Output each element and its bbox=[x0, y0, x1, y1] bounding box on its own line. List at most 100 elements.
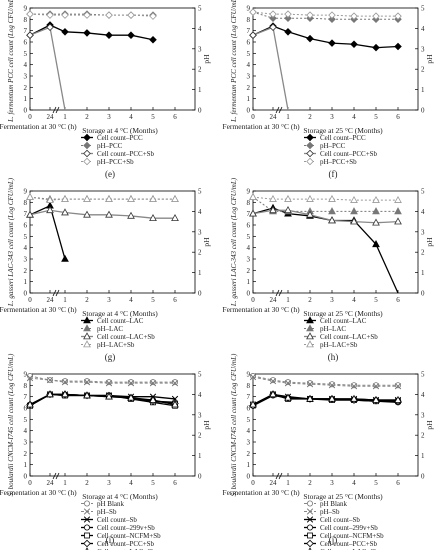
legend-label: pH–LAC bbox=[97, 325, 123, 333]
plot-frame bbox=[29, 373, 196, 477]
data-point bbox=[149, 213, 157, 221]
axis-break-mark bbox=[52, 289, 60, 297]
data-point bbox=[350, 394, 358, 402]
y-tick-label: 0 bbox=[247, 107, 251, 115]
data-point bbox=[171, 379, 178, 386]
y2-tick-label: 2 bbox=[198, 66, 202, 74]
y-tick-label: 7 bbox=[247, 27, 251, 35]
data-point bbox=[269, 206, 277, 214]
x-axis-label-fermentation: Fermentation at 30 °C (h) bbox=[222, 122, 300, 131]
data-point bbox=[350, 217, 358, 225]
x-tick-label: 24 bbox=[270, 479, 278, 487]
y-tick-label: 6 bbox=[247, 405, 251, 413]
y2-tick-label: 4 bbox=[198, 208, 202, 216]
legend-label: Cell count–Sb bbox=[320, 516, 360, 524]
legend-label: Cell count–PCC+Sb bbox=[320, 540, 378, 548]
chart-panel: 0 1 2 3 4 5 6 7 8 9 0 1 2 3 4 5 0 24 1 2 3 4 5 6 Fermentation at… bbox=[222, 0, 434, 179]
y2-axis-label: pH bbox=[202, 420, 211, 430]
y2-tick-label: 0 bbox=[421, 473, 425, 481]
legend-label: pH–PCC+Sb bbox=[320, 158, 357, 166]
legend-swatch-marker bbox=[83, 332, 91, 340]
legend-swatch-marker bbox=[306, 141, 314, 150]
legend-swatch-marker bbox=[83, 324, 91, 332]
data-point bbox=[171, 213, 179, 221]
data-point bbox=[61, 254, 69, 262]
series-line bbox=[29, 377, 175, 384]
data-point bbox=[249, 31, 257, 39]
data-point bbox=[306, 394, 314, 402]
data-point bbox=[83, 194, 91, 202]
x-tick-label: 3 bbox=[107, 479, 111, 487]
legend-swatch-marker bbox=[306, 332, 314, 340]
data-point bbox=[350, 40, 358, 49]
data-point bbox=[328, 194, 336, 202]
x-tick-label: 1 bbox=[286, 296, 290, 304]
data-point bbox=[249, 373, 257, 381]
x-tick-label: 0 bbox=[251, 296, 255, 304]
x-axis-label-fermentation: Fermentation at 30 °C (h) bbox=[222, 488, 300, 497]
y2-tick-label: 3 bbox=[198, 228, 202, 236]
legend-label: pH–Sb bbox=[320, 508, 340, 516]
legend-label: pH Blank bbox=[97, 500, 125, 508]
data-point bbox=[284, 206, 292, 214]
x-tick-label: 0 bbox=[28, 296, 32, 304]
y-axis-label: S. boulardii CNCM-I745 cell count (Log C… bbox=[230, 353, 238, 496]
y-tick-label: 8 bbox=[24, 16, 28, 24]
y-tick-label: 2 bbox=[247, 450, 251, 458]
series-line bbox=[252, 209, 399, 224]
x-tick-label: 5 bbox=[151, 479, 155, 487]
x-tick-label: 5 bbox=[151, 113, 155, 121]
legend-label: Cell count–LAC+Sb bbox=[320, 333, 378, 341]
data-point bbox=[269, 10, 277, 18]
data-point bbox=[46, 11, 54, 19]
data-point bbox=[306, 210, 314, 218]
data-point bbox=[149, 12, 157, 20]
panel-label: (g) bbox=[105, 352, 116, 362]
series-line bbox=[29, 26, 66, 111]
data-point bbox=[105, 392, 113, 400]
data-point bbox=[83, 391, 91, 399]
data-point bbox=[372, 207, 380, 215]
y2-tick-label: 2 bbox=[421, 432, 425, 440]
x-tick-label: 3 bbox=[330, 479, 334, 487]
data-point bbox=[249, 192, 257, 200]
y-tick-label: 3 bbox=[247, 73, 251, 81]
y-axis-label: L. gasseri LAC-343 cell count (Log CFU/m… bbox=[230, 177, 238, 307]
legend-swatch-marker bbox=[306, 133, 314, 142]
y-tick-label: 8 bbox=[24, 382, 28, 390]
y-tick-label: 0 bbox=[24, 290, 28, 298]
x-tick-label: 24 bbox=[47, 296, 55, 304]
data-point bbox=[394, 383, 402, 390]
data-point bbox=[269, 14, 277, 22]
y-tick-label: 2 bbox=[247, 267, 251, 275]
y2-tick-label: 1 bbox=[198, 452, 202, 460]
data-point bbox=[127, 379, 134, 386]
y-tick-label: 7 bbox=[24, 210, 28, 218]
x-tick-label: 2 bbox=[85, 296, 89, 304]
legend-swatch-marker bbox=[83, 157, 91, 166]
data-point bbox=[394, 195, 402, 203]
legend-swatch-marker bbox=[83, 340, 91, 348]
data-point bbox=[284, 194, 292, 202]
legend-label: Cell count–LAC bbox=[320, 317, 367, 325]
x-tick-label: 1 bbox=[286, 479, 290, 487]
data-point bbox=[284, 14, 292, 22]
y2-tick-label: 4 bbox=[198, 391, 202, 399]
y2-tick-label: 1 bbox=[421, 452, 425, 460]
legend-label: Cell count–LAC+Sb bbox=[97, 333, 155, 341]
y-tick-label: 3 bbox=[247, 439, 251, 447]
y-tick-label: 9 bbox=[247, 188, 251, 196]
y2-axis-label: pH bbox=[202, 237, 211, 247]
x-tick-label: 1 bbox=[286, 113, 290, 121]
y2-tick-label: 1 bbox=[421, 269, 425, 277]
data-point bbox=[394, 207, 402, 215]
x-axis-label-storage: Storage at 4 °C (Months) bbox=[82, 492, 158, 501]
y-tick-label: 4 bbox=[247, 427, 251, 435]
data-point bbox=[127, 380, 135, 387]
y-tick-label: 6 bbox=[247, 39, 251, 47]
legend-label: Cell count–PCC+Sb bbox=[97, 540, 155, 548]
y-tick-label: 7 bbox=[24, 393, 28, 401]
x-tick-label: 2 bbox=[308, 113, 312, 121]
x-axis-label-fermentation: Fermentation at 30 °C (h) bbox=[0, 122, 77, 131]
